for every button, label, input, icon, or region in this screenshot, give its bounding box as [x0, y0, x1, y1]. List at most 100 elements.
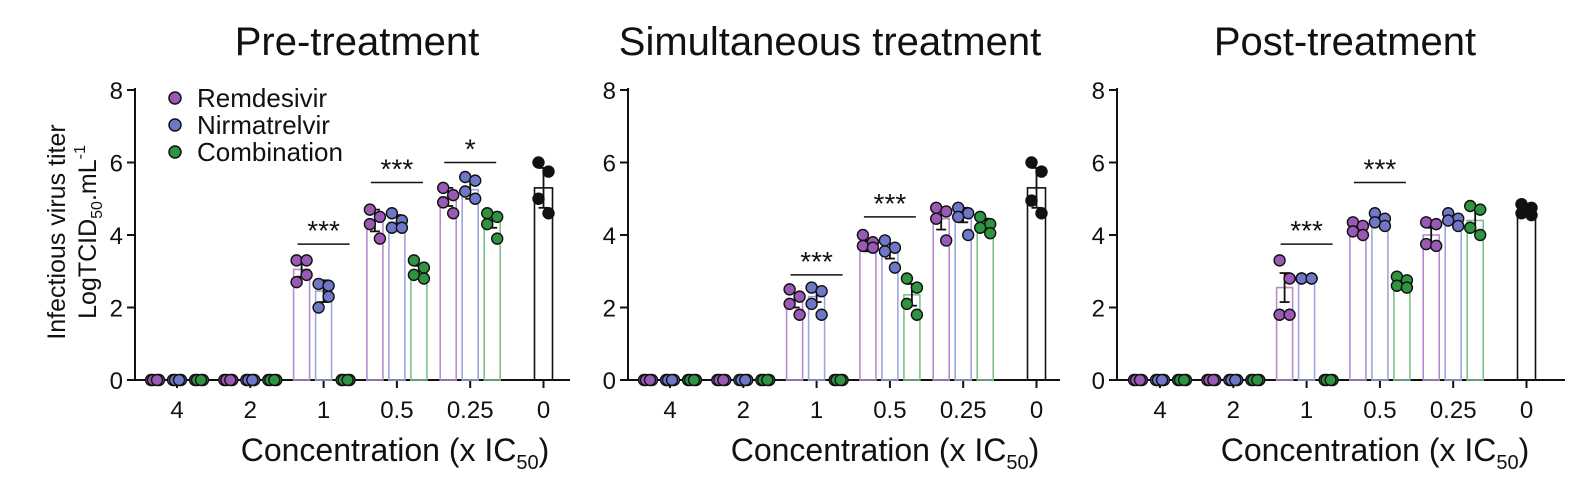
data-point-remdesivir	[224, 373, 237, 387]
data-point-combination	[1473, 203, 1487, 216]
bar-remdesivir	[1422, 234, 1440, 381]
y-tick-label: 4	[110, 223, 123, 250]
data-point-combination	[900, 272, 914, 285]
x-tick-label: 2	[244, 397, 257, 424]
bar-remdesivir	[439, 196, 458, 381]
x-axis-label-post-suffix: )	[1519, 432, 1530, 468]
data-point-combination	[761, 373, 774, 387]
data-point-remdesivir	[373, 210, 387, 224]
x-axis-label-simultaneous-text: Concentration (x IC	[731, 432, 1007, 468]
data-point-nirmatrelvir	[395, 221, 409, 234]
bar-remdesivir	[859, 245, 877, 381]
y-tick-label: 8	[110, 78, 123, 105]
data-point-combination	[1324, 373, 1337, 387]
data-point-remdesivir	[1429, 217, 1443, 231]
data-point-nirmatrelvir	[1451, 219, 1465, 233]
bar-nirmatrelvir	[388, 221, 406, 381]
data-point-combination	[1177, 373, 1191, 387]
x-tick-label: 1	[317, 397, 330, 424]
data-point-nirmatrelvir	[665, 373, 679, 387]
significance-label: ***	[1364, 153, 1397, 184]
x-tick-label: 0.5	[1363, 397, 1396, 424]
data-point-nirmatrelvir	[878, 245, 892, 258]
data-point-combination	[900, 297, 914, 311]
bar-nirmatrelvir	[1297, 277, 1316, 381]
data-point-remdesivir	[783, 283, 796, 296]
x-tick-label: 0	[1030, 397, 1043, 424]
data-point-nirmatrelvir	[459, 185, 472, 198]
data-point-remdesivir	[1429, 239, 1443, 253]
data-point-combination	[974, 221, 987, 234]
x-axis-label-pre-text: Concentration (x IC	[241, 432, 517, 468]
data-point-combination	[910, 281, 924, 294]
data-point-nirmatrelvir	[469, 174, 482, 187]
significance-label: ***	[874, 188, 907, 219]
bar-combination	[976, 223, 995, 381]
legend-marker-combination	[168, 145, 182, 159]
data-point-combination	[268, 373, 281, 387]
y-axis-label-unit-mid: .mL	[74, 159, 102, 201]
data-point-control	[532, 156, 545, 169]
legend-label-combination: Combination	[197, 137, 343, 167]
data-point-nirmatrelvir	[322, 279, 335, 292]
data-point-combination	[834, 373, 847, 387]
data-point-remdesivir	[1207, 373, 1220, 387]
y-tick-label: 2	[110, 296, 123, 323]
data-point-remdesivir	[717, 373, 730, 387]
x-axis-label-pre-subscript: 50	[516, 452, 538, 474]
data-point-nirmatrelvir	[888, 261, 902, 274]
data-point-nirmatrelvir	[1155, 373, 1169, 387]
y-axis-label-unit: LogTCID	[74, 219, 102, 319]
x-axis-label-post-text: Concentration (x IC	[1221, 432, 1497, 468]
data-point-nirmatrelvir	[878, 234, 892, 247]
data-point-control	[532, 192, 545, 205]
data-point-nirmatrelvir	[739, 373, 752, 387]
data-point-nirmatrelvir	[246, 373, 259, 387]
x-axis-label-pre-suffix: )	[539, 432, 550, 468]
data-point-nirmatrelvir	[322, 290, 335, 303]
data-point-remdesivir	[1283, 308, 1296, 321]
data-point-nirmatrelvir	[1441, 214, 1455, 227]
y-tick-label: 4	[1092, 223, 1105, 250]
bar-control	[1516, 210, 1537, 381]
bar-remdesivir	[1349, 228, 1367, 381]
data-point-remdesivir	[856, 239, 870, 253]
data-point-remdesivir	[363, 203, 377, 216]
x-tick-label: 0.5	[380, 397, 413, 424]
data-point-remdesivir	[150, 373, 164, 387]
data-point-remdesivir	[1356, 228, 1370, 242]
y-axis-label-superscript: -1	[72, 145, 89, 159]
significance-label: ***	[381, 153, 414, 184]
panel-title-simultaneous-treatment: Simultaneous treatment	[619, 20, 1041, 64]
x-axis-label-simultaneous-suffix: )	[1029, 432, 1040, 468]
x-tick-label: 1	[1300, 397, 1313, 424]
data-point-combination	[407, 254, 421, 267]
x-tick-label: 0	[1520, 397, 1533, 424]
legend-label-remdesivir: Remdesivir	[197, 83, 327, 113]
y-tick-label: 8	[1092, 78, 1105, 105]
data-point-combination	[481, 217, 494, 231]
x-tick-label: 4	[663, 397, 676, 424]
x-tick-label: 0.25	[1430, 397, 1477, 424]
data-point-nirmatrelvir	[385, 207, 399, 220]
data-point-remdesivir	[1133, 373, 1147, 387]
y-tick-label: 0	[1092, 368, 1105, 395]
data-point-remdesivir	[1419, 237, 1433, 251]
x-axis-label-post-subscript: 50	[1496, 452, 1518, 474]
data-point-nirmatrelvir	[805, 297, 818, 311]
x-axis-label-simultaneous-subscript: 50	[1006, 452, 1028, 474]
x-tick-label: 2	[1227, 397, 1240, 424]
panel-2: 0 2 4 6 8 4 2 1 0.5 0.25 0 *** ***	[1092, 78, 1565, 424]
data-point-combination	[417, 261, 431, 274]
data-point-combination	[1463, 221, 1477, 234]
data-point-remdesivir	[373, 232, 387, 245]
data-point-combination	[974, 210, 987, 224]
data-point-combination	[1473, 228, 1487, 242]
y-tick-label: 8	[603, 78, 616, 105]
legend-marker-nirmatrelvir	[168, 118, 182, 132]
y-tick-label: 0	[110, 368, 123, 395]
data-point-nirmatrelvir	[815, 284, 828, 298]
data-point-control	[542, 207, 555, 220]
data-point-remdesivir	[363, 217, 377, 231]
